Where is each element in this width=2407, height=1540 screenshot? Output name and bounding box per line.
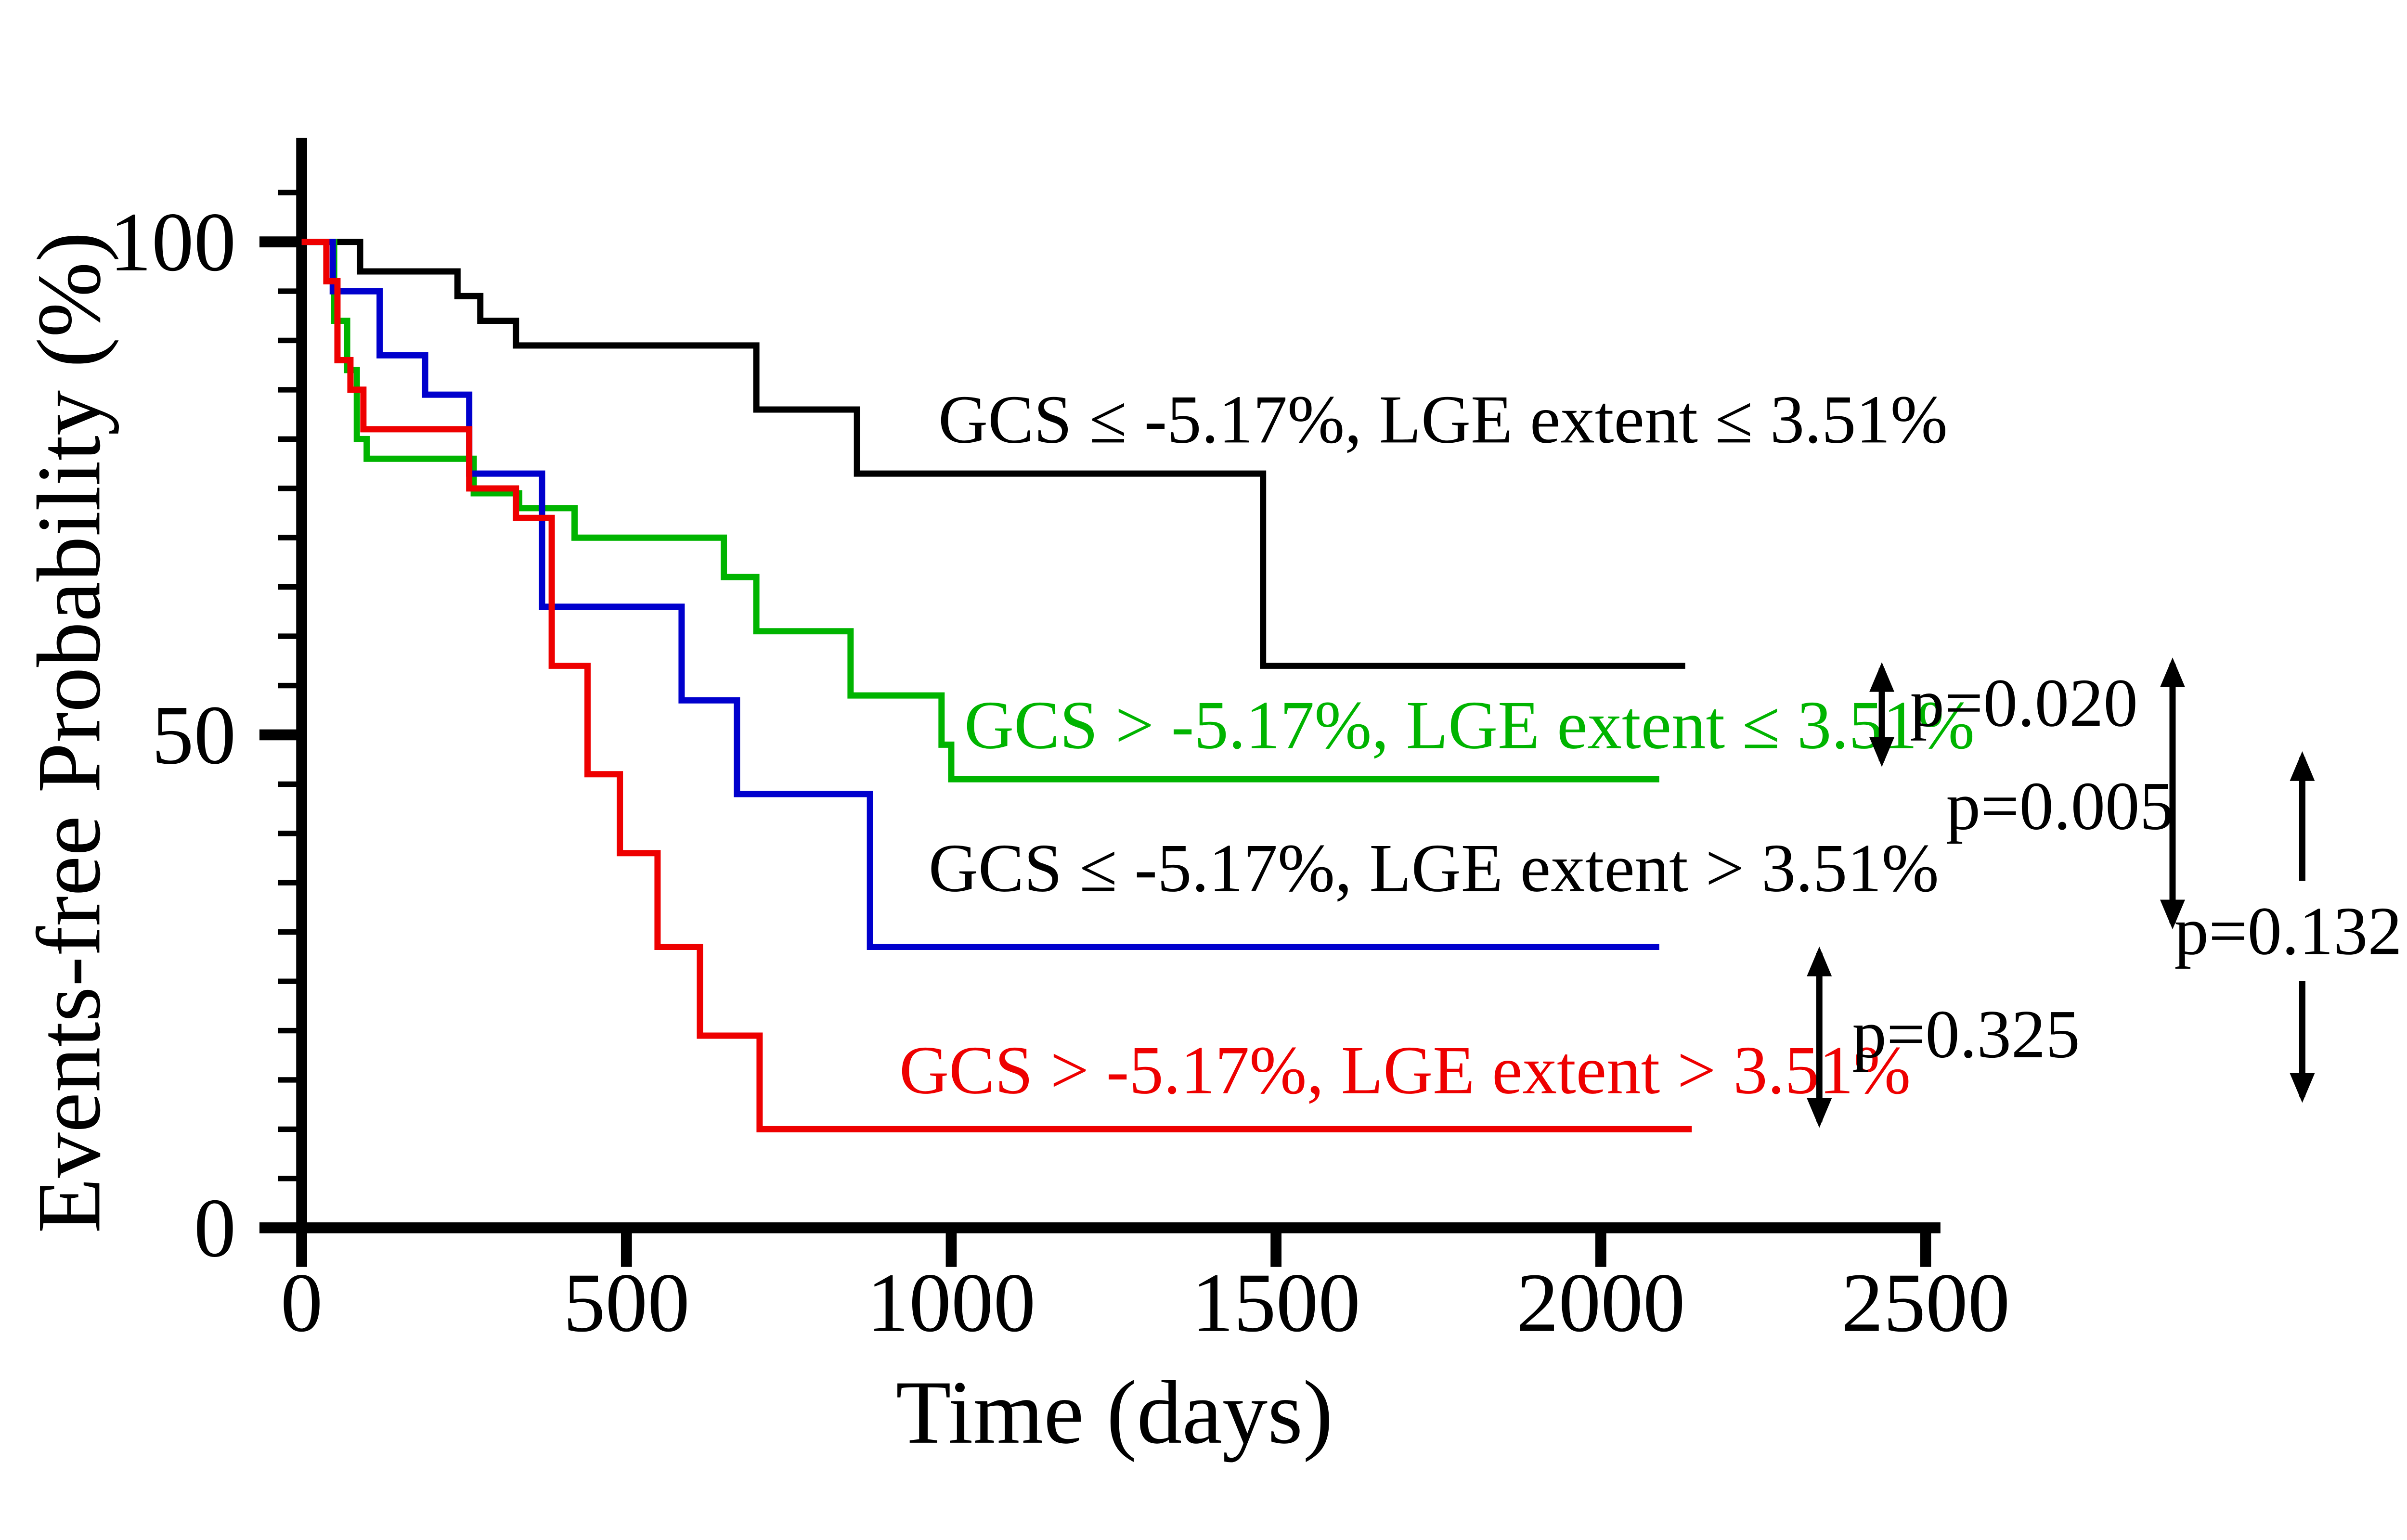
p-value-label-p-black-vs-blue: p=0.005: [1946, 768, 2174, 844]
comparison-arrow-p-black-vs-blue-head-down: [2160, 899, 2185, 930]
comparison-arrow-p-green-vs-red-head-down: [2290, 1073, 2315, 1103]
comparison-arrow-p-black-vs-blue-head-up: [2160, 657, 2185, 687]
comparison-arrow-p-blue-vs-red-head-down: [1807, 1098, 1832, 1128]
curve-label-gcs-gt-lge-le: GCS > -5.17%, LGE extent ≤ 3.51%: [964, 687, 1975, 763]
y-tick-label: 0: [194, 1181, 236, 1274]
p-value-label-p-green-vs-red: p=0.132: [2174, 893, 2402, 969]
curve-label-gcs-gt-lge-gt: GCS > -5.17%, LGE extent > 3.51%: [899, 1032, 1911, 1108]
x-tick-label: 2000: [1516, 1256, 1685, 1349]
survival-curve-gcs-le-lge-gt: [301, 239, 1659, 950]
comparison-arrow-p-black-vs-green-head-down: [1869, 737, 1895, 767]
survival-curve-gcs-le-lge-le: [301, 239, 1685, 669]
x-axis-title: Time (days): [896, 1362, 1333, 1463]
p-value-label-p-black-vs-green: p=0.020: [1910, 665, 2138, 741]
y-tick-label: 100: [109, 195, 236, 289]
p-value-label-p-blue-vs-red: p=0.325: [1852, 996, 2080, 1072]
comparison-arrow-p-blue-vs-red-head-up: [1807, 946, 1832, 976]
comparison-arrow-p-black-vs-green-head-up: [1869, 662, 1895, 692]
x-tick-label: 500: [563, 1256, 690, 1349]
y-axis-title: Events-free Probability (%): [18, 232, 119, 1233]
curve-label-gcs-le-lge-le: GCS ≤ -5.17%, LGE extent ≤ 3.51%: [938, 381, 1948, 457]
survival-curve-gcs-gt-lge-gt: [301, 239, 1692, 1132]
x-tick-label: 1000: [867, 1256, 1036, 1349]
x-tick-label: 1500: [1191, 1256, 1360, 1349]
x-tick-label: 0: [281, 1256, 323, 1349]
x-tick-label: 2500: [1841, 1256, 2010, 1349]
comparison-arrow-p-green-vs-red-head-up: [2290, 751, 2315, 781]
y-tick-label: 50: [152, 688, 236, 782]
curve-label-gcs-le-lge-gt: GCS ≤ -5.17%, LGE extent > 3.51%: [929, 830, 1939, 906]
